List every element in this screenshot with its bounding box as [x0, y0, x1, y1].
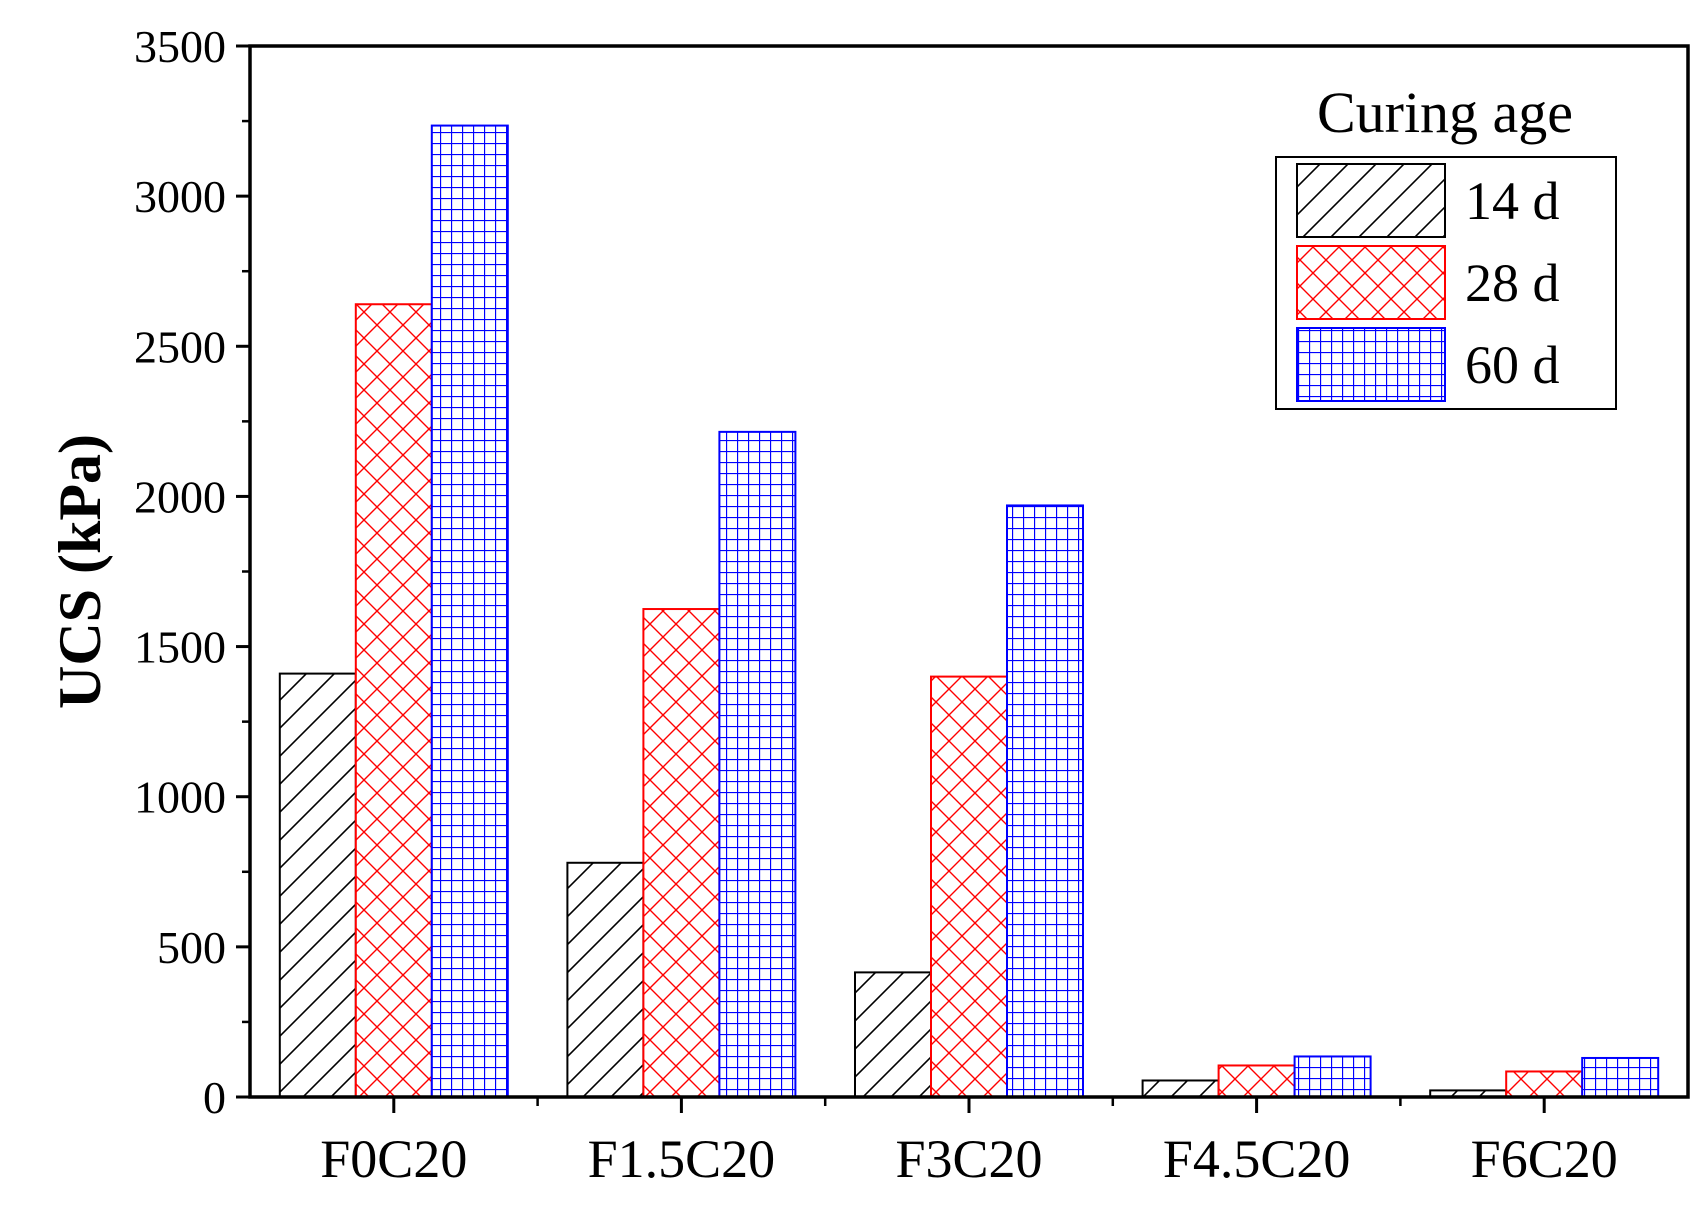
bar-28d-F1_5C20 [642, 608, 721, 1098]
x-category-label: F1.5C20 [588, 1129, 776, 1189]
x-category-label: F3C20 [895, 1129, 1042, 1189]
axes-layer: 0 500 1000 1500 2000 2500 3000 3500 F0C20 F1.5C20… [134, 21, 1618, 1189]
legend-swatch-28d [1296, 245, 1446, 320]
bar-28d-F4_5C20 [1217, 1064, 1296, 1098]
y-axis-title: UCS (kPa) [47, 434, 113, 709]
legend-items: 14 d 28 d 60 d [1296, 163, 1560, 402]
legend-title: Curing age [1317, 80, 1573, 145]
y-tick-label: 2000 [134, 471, 226, 522]
legend-swatch-60d [1296, 327, 1446, 402]
bar-60d-F0C20 [430, 124, 509, 1098]
legend-label: 28 d [1465, 253, 1560, 313]
bar-28d-F0C20 [354, 303, 433, 1098]
legend-label: 14 d [1465, 171, 1560, 231]
y-tick-label: 3000 [134, 171, 226, 222]
bars-layer [278, 124, 1660, 1099]
y-tick-label: 1500 [134, 622, 226, 673]
legend-swatch-14d [1296, 163, 1446, 238]
y-tick-label: 500 [157, 922, 226, 973]
legend: Curing age 14 d 28 d 60 d [1275, 80, 1617, 410]
y-tick-label: 0 [203, 1072, 226, 1123]
y-tick-label: 2500 [134, 321, 226, 372]
x-category-label: F4.5C20 [1163, 1129, 1351, 1189]
bar-14d-F1_5C20 [566, 861, 645, 1099]
bar-28d-F3C20 [930, 675, 1008, 1098]
y-tick-label: 1000 [134, 772, 226, 823]
bar-60d-F1_5C20 [718, 430, 797, 1099]
x-category-label: F0C20 [320, 1129, 467, 1189]
bar-14d-F0C20 [278, 672, 357, 1099]
bar-14d-F4_5C20 [1141, 1079, 1220, 1098]
bar-14d-F3C20 [854, 971, 932, 1098]
x-category-label: F6C20 [1471, 1129, 1618, 1189]
bar-60d-F3C20 [1006, 504, 1084, 1098]
y-tick-label: 3500 [134, 21, 226, 72]
bar-60d-F4_5C20 [1293, 1055, 1372, 1098]
bar-60d-F6C20 [1581, 1056, 1660, 1099]
legend-label: 60 d [1465, 335, 1560, 395]
legend-box [1275, 156, 1617, 410]
bar-28d-F6C20 [1505, 1070, 1584, 1098]
